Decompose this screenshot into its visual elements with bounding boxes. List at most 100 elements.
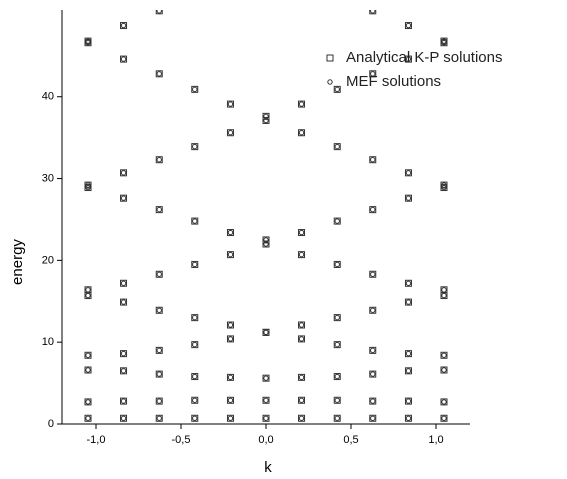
circle-marker (227, 101, 234, 107)
square-marker (404, 169, 412, 177)
circle-marker (192, 314, 198, 321)
circle-marker (370, 271, 376, 277)
square-marker (120, 22, 128, 30)
circle-marker (441, 38, 447, 44)
circle-marker (85, 182, 91, 188)
circle-marker (370, 415, 376, 421)
square-marker (440, 286, 448, 294)
circle-marker (370, 371, 376, 377)
square-marker (262, 396, 270, 404)
circle-marker (120, 368, 127, 374)
circle-marker (85, 352, 91, 358)
circle-marker (441, 415, 447, 421)
square-marker (155, 414, 163, 422)
square-marker (191, 414, 199, 422)
circle-marker (156, 157, 162, 163)
square-marker (298, 229, 306, 237)
square-marker (333, 143, 341, 151)
circle-marker (85, 292, 91, 299)
circle-marker (156, 371, 162, 377)
circle-marker (227, 374, 234, 381)
circle-marker (263, 113, 269, 120)
square-marker (404, 414, 412, 422)
square-marker (333, 373, 341, 381)
y-tick-label: 0 (48, 418, 54, 430)
square-marker (226, 335, 234, 343)
circle-marker (405, 415, 412, 421)
square-marker (191, 341, 199, 349)
circle-marker (334, 261, 340, 268)
circle-marker (227, 130, 234, 136)
circle-marker (334, 143, 340, 150)
circle-marker (120, 170, 127, 176)
square-marker (191, 143, 199, 151)
circle-marker (192, 341, 198, 348)
square-marker (404, 298, 412, 306)
square-marker (298, 373, 306, 381)
circle-marker (192, 415, 198, 421)
x-tick-label: 0,0 (258, 434, 273, 446)
circle-marker (156, 415, 162, 421)
circle-marker (334, 373, 340, 380)
square-marker (262, 328, 270, 336)
circle-marker (120, 195, 127, 201)
x-tick-label: 1,0 (428, 434, 443, 446)
circle-marker (298, 322, 305, 328)
square-marker (404, 367, 412, 375)
circle-marker (298, 251, 305, 258)
circle-marker (156, 347, 162, 354)
circle-marker (85, 415, 91, 421)
square-marker (369, 70, 377, 78)
circle-marker (85, 40, 91, 46)
square-marker (226, 100, 234, 108)
circle-marker (85, 367, 91, 373)
circle-marker (227, 229, 234, 236)
square-marker (226, 414, 234, 422)
square-marker (262, 414, 270, 422)
y-axis-label: energy (9, 239, 26, 285)
circle-marker (263, 397, 269, 403)
x-tick-label: 0,5 (343, 434, 358, 446)
square-marker (226, 396, 234, 404)
circle-marker (85, 38, 91, 44)
square-marker (440, 398, 448, 406)
circle-marker (227, 336, 234, 342)
square-marker (440, 366, 448, 374)
circle-marker (120, 350, 127, 357)
square-marker (226, 251, 234, 259)
square-marker (369, 270, 377, 278)
square-marker (226, 229, 234, 237)
square-marker (155, 270, 163, 278)
square-marker (191, 373, 199, 381)
square-marker (120, 414, 128, 422)
circle-marker (192, 397, 198, 403)
circle-marker (263, 375, 269, 381)
circle-marker (370, 398, 376, 404)
circle-marker (405, 299, 412, 305)
square-marker (333, 217, 341, 225)
circle-marker (85, 287, 91, 293)
square-marker (262, 374, 270, 382)
circle-marker (263, 415, 269, 421)
square-marker (333, 314, 341, 322)
square-marker (191, 314, 199, 322)
square-marker (155, 306, 163, 314)
circle-marker (298, 374, 305, 381)
square-marker (120, 279, 128, 287)
x-axis-label: k (264, 459, 272, 476)
square-marker (120, 397, 128, 405)
circle-marker (441, 40, 447, 46)
square-marker (440, 414, 448, 422)
circle-marker (156, 10, 162, 14)
circle-marker (85, 399, 91, 405)
square-marker (120, 194, 128, 202)
circle-marker (156, 71, 162, 77)
square-marker (404, 22, 412, 30)
circle-marker (405, 398, 412, 404)
circle-marker (370, 206, 376, 213)
square-marker (191, 396, 199, 404)
square-marker (369, 346, 377, 354)
square-marker (84, 366, 92, 374)
square-marker (326, 54, 334, 62)
circle-marker (156, 398, 162, 404)
